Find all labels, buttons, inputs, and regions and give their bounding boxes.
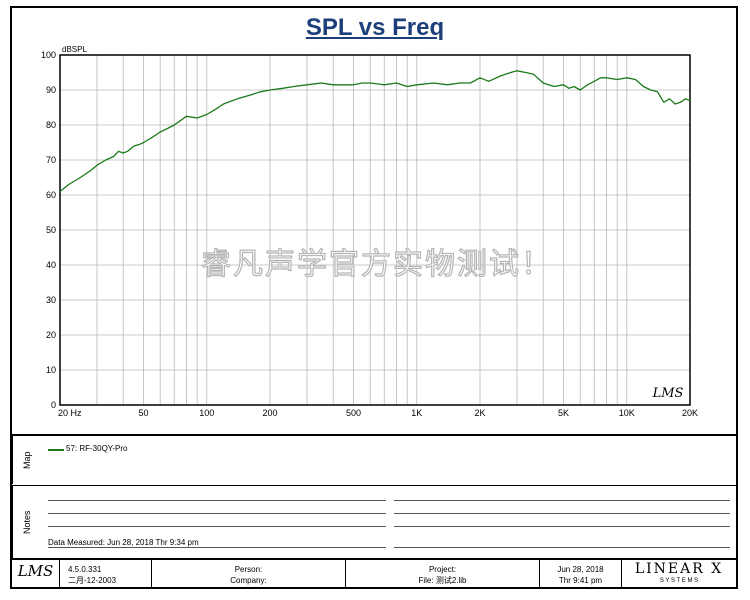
footer-date-cell: Jun 28, 2018 Thr 9:41 pm (540, 560, 622, 588)
y-tick-label: 60 (46, 190, 56, 200)
footer-time: Thr 9:41 pm (558, 576, 603, 585)
x-tick-label: 500 (346, 408, 361, 418)
x-tick-label: 2K (474, 408, 485, 418)
footer-brand: LINEAR X (634, 561, 724, 577)
series-line-0 (59, 70, 691, 193)
footer-file: File: 测试2.lib (418, 576, 467, 585)
chart-title: SPL vs Freq (305, 14, 445, 41)
footer-company: Company: (230, 576, 267, 585)
notes-line-left-2 (48, 513, 386, 514)
plot-border (59, 54, 691, 406)
watermark: 睿凡声学官方实物测试！ (201, 247, 553, 282)
footer-project: Project: (428, 565, 457, 574)
notes-label: Notes (12, 486, 41, 558)
footer-project-cell: Project: File: 测试2.lib (346, 560, 540, 588)
y-tick-label: 50 (46, 225, 56, 235)
y-axis-label: dBSPL (62, 45, 87, 54)
notes-line-right-1 (394, 500, 730, 501)
y-tick-label: 90 (46, 85, 56, 95)
y-tick-label: 20 (46, 330, 56, 340)
map-label: Map (12, 436, 41, 484)
notes-line-left-4 (48, 547, 386, 548)
footer-lms-logo-cell: LMS (12, 560, 60, 588)
y-tick-label: 10 (46, 365, 56, 375)
x-tick-label: 20K (682, 408, 698, 418)
notes-line-left-3 (48, 526, 386, 527)
y-tick-label: 70 (46, 155, 56, 165)
plot-lms-logo: LMS (652, 386, 684, 401)
footer-version-cell: 4.5.0.331 二月-12-2003 (60, 560, 152, 588)
notes-line-right-2 (394, 513, 730, 514)
footer-person: Person: (234, 565, 263, 574)
x-tick-label: 5K (558, 408, 569, 418)
map-legend-label: 57: RF-30QY-Pro (66, 444, 128, 453)
y-tick-label: 30 (46, 295, 56, 305)
x-tick-label: 200 (262, 408, 277, 418)
x-tick-label: 50 (139, 408, 149, 418)
footer-date: Jun 28, 2018 (557, 565, 604, 574)
footer-version-date: 二月-12-2003 (68, 576, 117, 585)
footer-lms-logo: LMS (17, 562, 54, 580)
footer-version: 4.5.0.331 (68, 565, 102, 574)
x-tick-label: 1K (411, 408, 422, 418)
y-tick-label: 100 (41, 50, 56, 60)
x-tick-label: 100 (199, 408, 214, 418)
outer-frame (10, 6, 738, 589)
notes-panel (10, 485, 738, 559)
y-tick-label: 80 (46, 120, 56, 130)
y-tick-label: 0 (51, 400, 56, 410)
footer-bar (10, 558, 738, 560)
x-tick-label: 10K (619, 408, 635, 418)
y-tick-label: 40 (46, 260, 56, 270)
notes-line-left-1 (48, 500, 386, 501)
x-tick-label: 20 Hz (58, 408, 82, 418)
map-panel (10, 434, 738, 486)
footer-brand-sub: S Y S T E M S (659, 578, 699, 584)
notes-line-right-3 (394, 526, 730, 527)
footer-person-cell: Person: Company: (152, 560, 346, 588)
data-measured-text: Data Measured: Jun 28, 2018 Thr 9:34 pm (48, 538, 199, 547)
map-legend-line (48, 449, 64, 451)
notes-line-right-4 (394, 547, 730, 548)
footer-brand-cell: LINEAR X S Y S T E M S (622, 560, 736, 588)
